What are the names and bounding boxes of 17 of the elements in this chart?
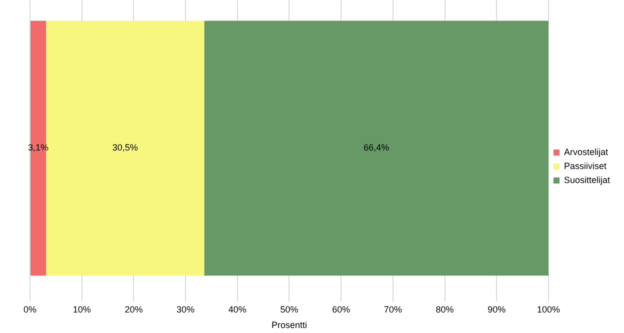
x-tick-label: 50% bbox=[280, 304, 298, 314]
x-tick-label: 40% bbox=[228, 304, 246, 314]
x-tick-label: 0% bbox=[23, 304, 37, 314]
x-tick-label: 30% bbox=[176, 304, 195, 314]
legend-label: Arvostelijat bbox=[564, 146, 608, 157]
x-tick-label: 10% bbox=[72, 304, 91, 314]
x-tick-label: 60% bbox=[332, 304, 350, 314]
x-tick-label: 100% bbox=[536, 304, 560, 314]
x-tick-label: 90% bbox=[488, 304, 506, 314]
data-label: 30,5% bbox=[112, 142, 138, 153]
data-label: 66,4% bbox=[364, 142, 390, 153]
legend-label: Suosittelijat bbox=[564, 174, 610, 185]
x-axis-title: Prosentti bbox=[271, 320, 308, 330]
x-tick-label: 80% bbox=[436, 304, 454, 314]
x-tick-label: 70% bbox=[384, 304, 402, 314]
x-tick-label: 20% bbox=[124, 304, 143, 314]
legend-label: Passiiviset bbox=[564, 160, 607, 171]
